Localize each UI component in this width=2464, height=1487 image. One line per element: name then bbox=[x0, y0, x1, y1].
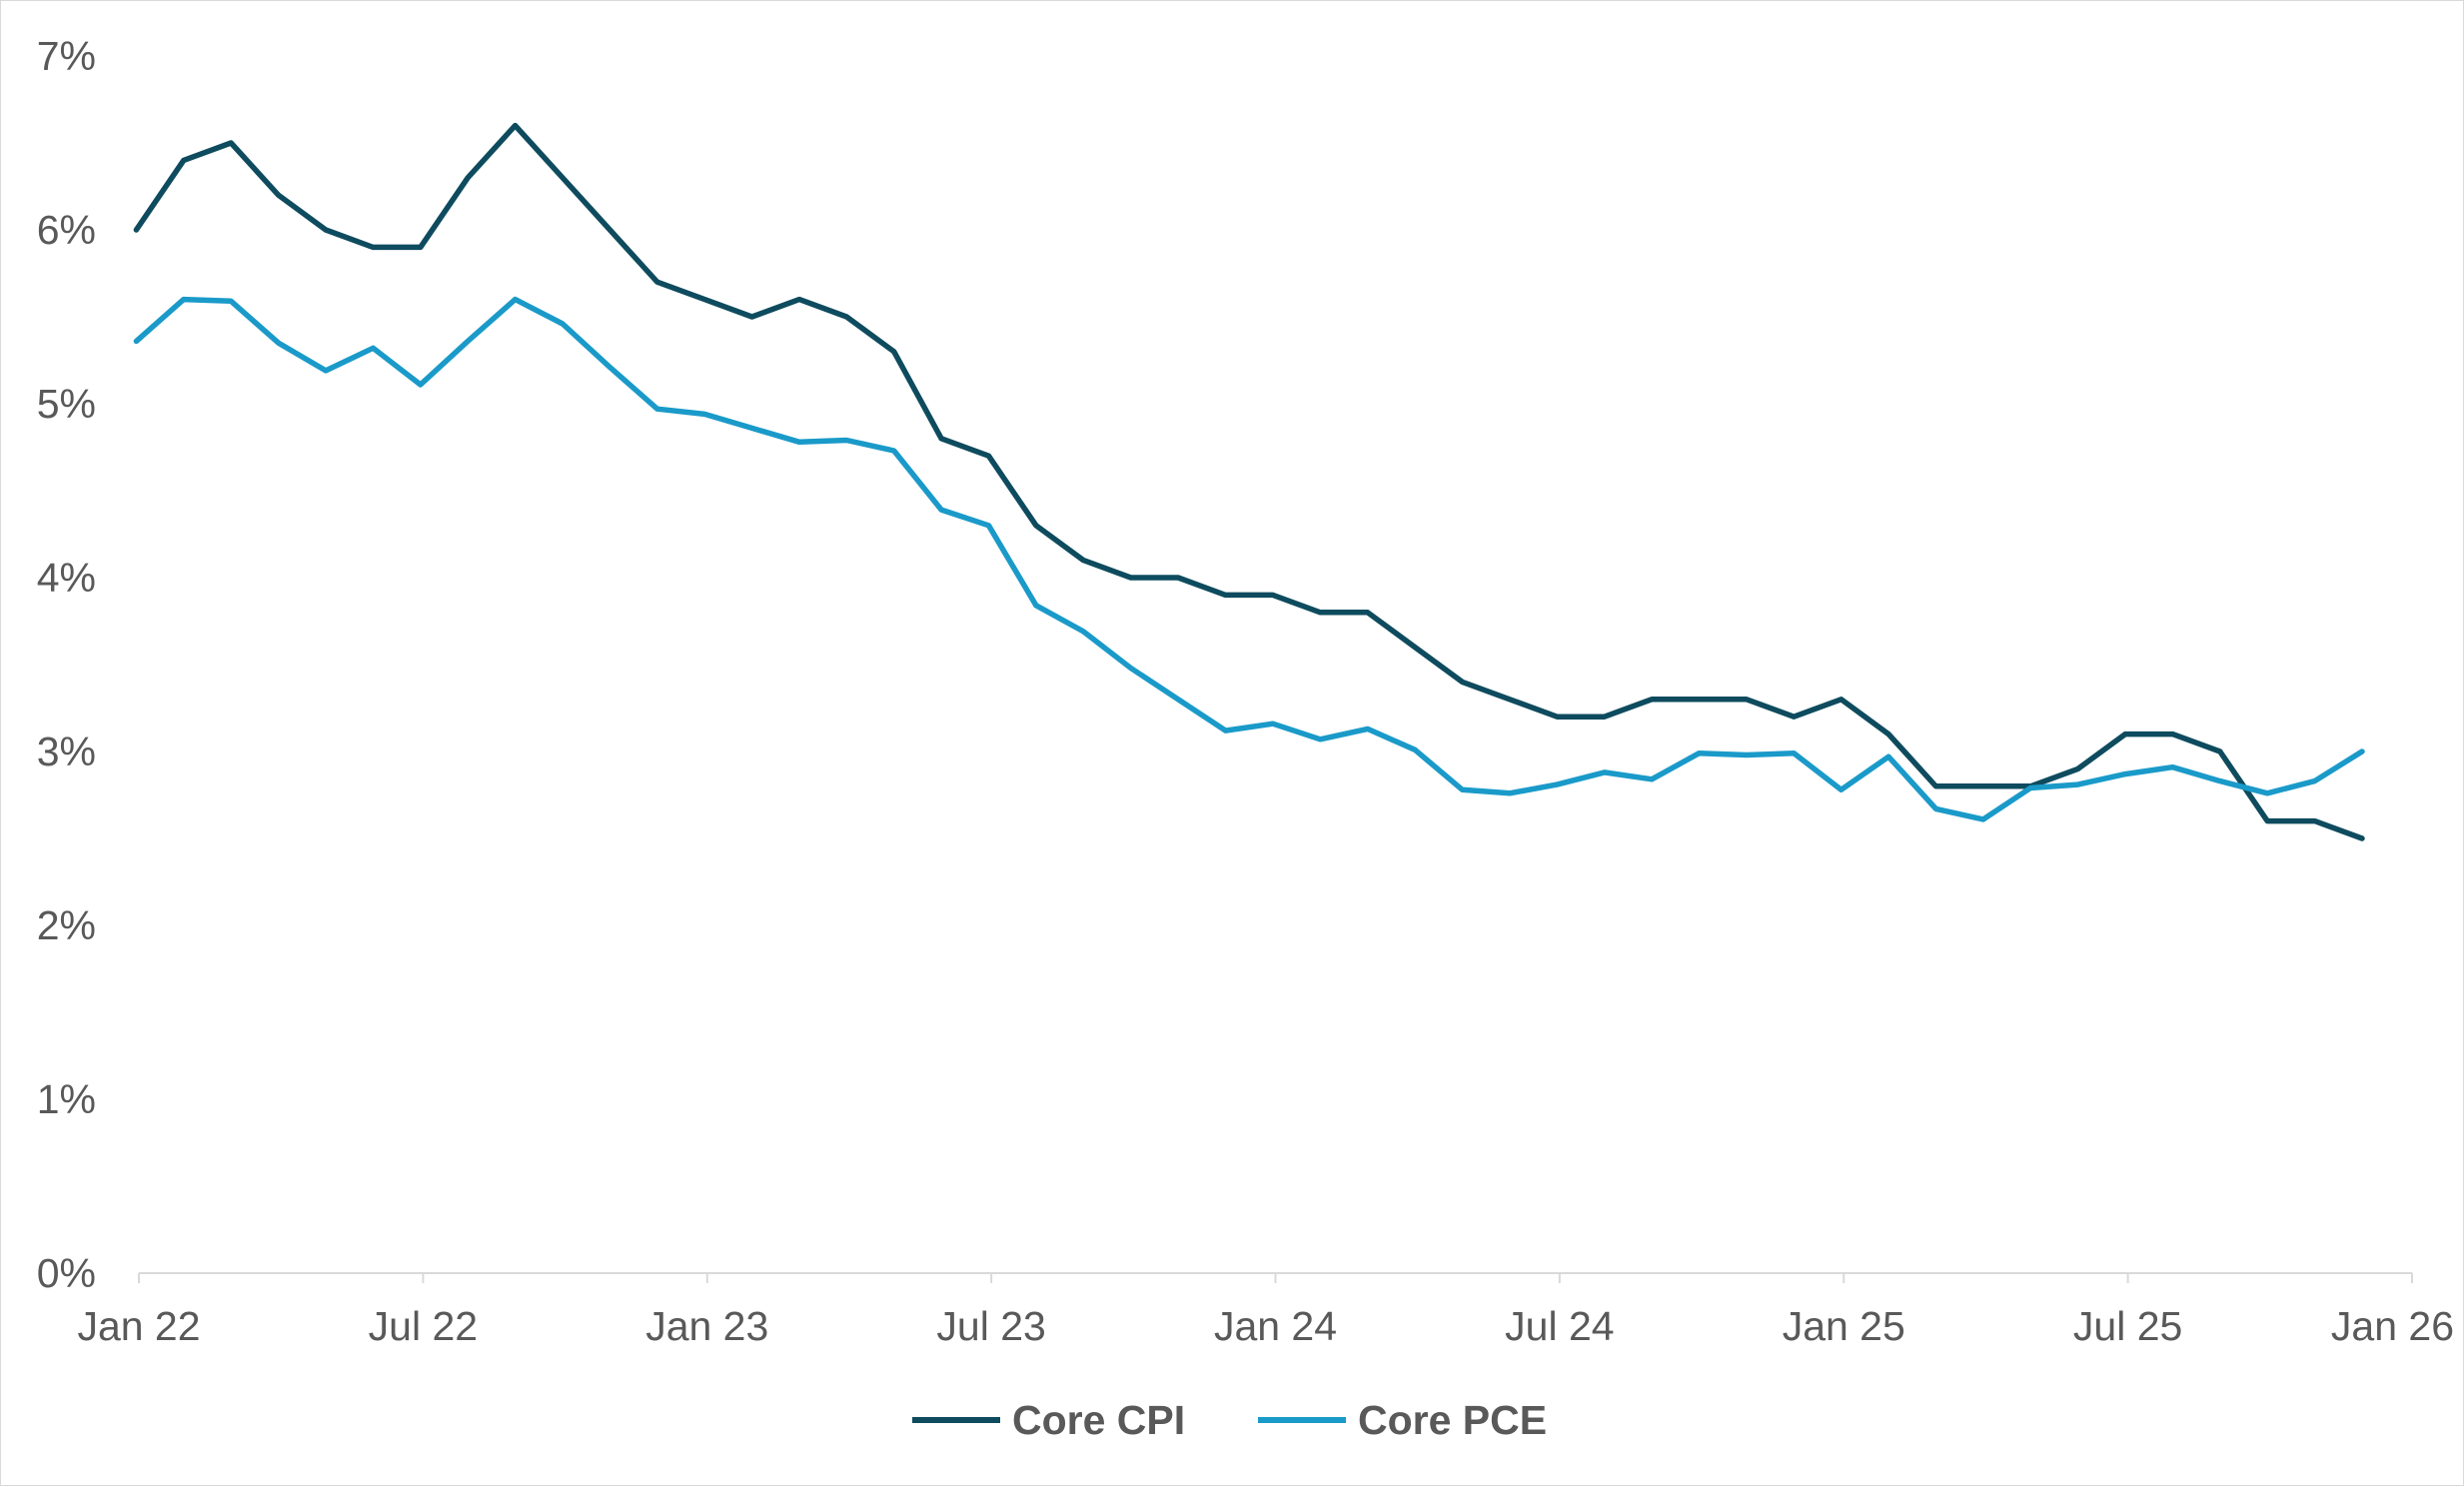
y-tick-label: 5% bbox=[37, 381, 96, 427]
series-layer bbox=[133, 122, 2365, 841]
x-tick-label: Jan 23 bbox=[645, 1303, 768, 1349]
y-tick-label: 4% bbox=[37, 555, 96, 601]
x-tick-label: Jan 24 bbox=[1214, 1303, 1337, 1349]
y-tick-label: 0% bbox=[37, 1250, 96, 1296]
y-tick-label: 7% bbox=[37, 33, 96, 79]
x-tick-label: Jul 25 bbox=[2073, 1303, 2182, 1349]
series-line-core-pce bbox=[133, 296, 2365, 822]
x-tick-label: Jan 26 bbox=[2331, 1303, 2454, 1349]
legend-label: Core CPI bbox=[1012, 1397, 1185, 1443]
x-tick-label: Jul 23 bbox=[936, 1303, 1045, 1349]
x-axis: Jan 22 Jul 22 Jan 23 Jul 23 Jan 24 Jul 24 Jan … bbox=[77, 1272, 2454, 1349]
y-tick-label: 1% bbox=[37, 1076, 96, 1122]
y-tick-label: 3% bbox=[37, 729, 96, 774]
legend-label: Core PCE bbox=[1358, 1397, 1547, 1443]
x-tick-label: Jul 22 bbox=[369, 1303, 478, 1349]
y-axis: 0% 1% 2% 3% 4% 5% 6% 7% bbox=[37, 33, 96, 1296]
x-tick-label: Jan 25 bbox=[1783, 1303, 1905, 1349]
y-tick-label: 2% bbox=[37, 902, 96, 948]
series-line-core-cpi bbox=[133, 122, 2365, 841]
x-tick-label: Jul 24 bbox=[1505, 1303, 1614, 1349]
legend: Core CPI Core PCE bbox=[912, 1397, 1547, 1443]
y-tick-label: 6% bbox=[37, 207, 96, 253]
x-tick-label: Jan 22 bbox=[77, 1303, 200, 1349]
